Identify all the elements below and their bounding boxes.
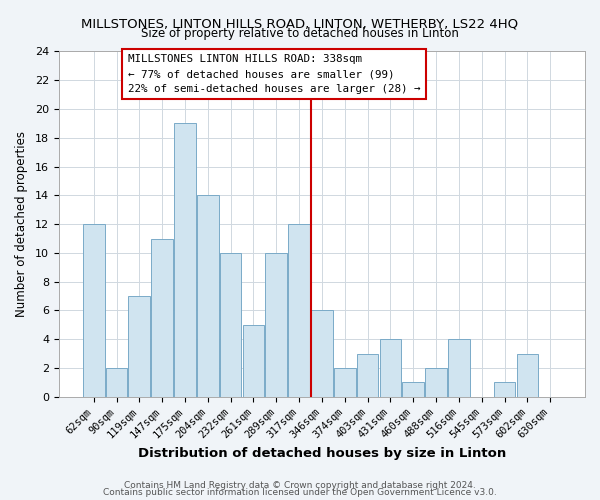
- Bar: [311, 310, 333, 396]
- Text: Contains HM Land Registry data © Crown copyright and database right 2024.: Contains HM Land Registry data © Crown c…: [124, 480, 476, 490]
- Bar: [448, 339, 470, 396]
- Bar: [425, 368, 447, 396]
- X-axis label: Distribution of detached houses by size in Linton: Distribution of detached houses by size …: [138, 447, 506, 460]
- Bar: [380, 339, 401, 396]
- Bar: [174, 124, 196, 396]
- Bar: [128, 296, 150, 396]
- Bar: [517, 354, 538, 397]
- Bar: [288, 224, 310, 396]
- Bar: [242, 325, 265, 396]
- Bar: [334, 368, 356, 396]
- Bar: [265, 253, 287, 396]
- Bar: [357, 354, 379, 397]
- Bar: [83, 224, 104, 396]
- Bar: [220, 253, 241, 396]
- Y-axis label: Number of detached properties: Number of detached properties: [15, 131, 28, 317]
- Text: MILLSTONES, LINTON HILLS ROAD, LINTON, WETHERBY, LS22 4HQ: MILLSTONES, LINTON HILLS ROAD, LINTON, W…: [82, 18, 518, 30]
- Text: MILLSTONES LINTON HILLS ROAD: 338sqm
← 77% of detached houses are smaller (99)
2: MILLSTONES LINTON HILLS ROAD: 338sqm ← 7…: [128, 54, 421, 94]
- Bar: [494, 382, 515, 396]
- Bar: [403, 382, 424, 396]
- Bar: [106, 368, 127, 396]
- Bar: [151, 238, 173, 396]
- Text: Contains public sector information licensed under the Open Government Licence v3: Contains public sector information licen…: [103, 488, 497, 497]
- Bar: [197, 196, 218, 396]
- Text: Size of property relative to detached houses in Linton: Size of property relative to detached ho…: [141, 28, 459, 40]
